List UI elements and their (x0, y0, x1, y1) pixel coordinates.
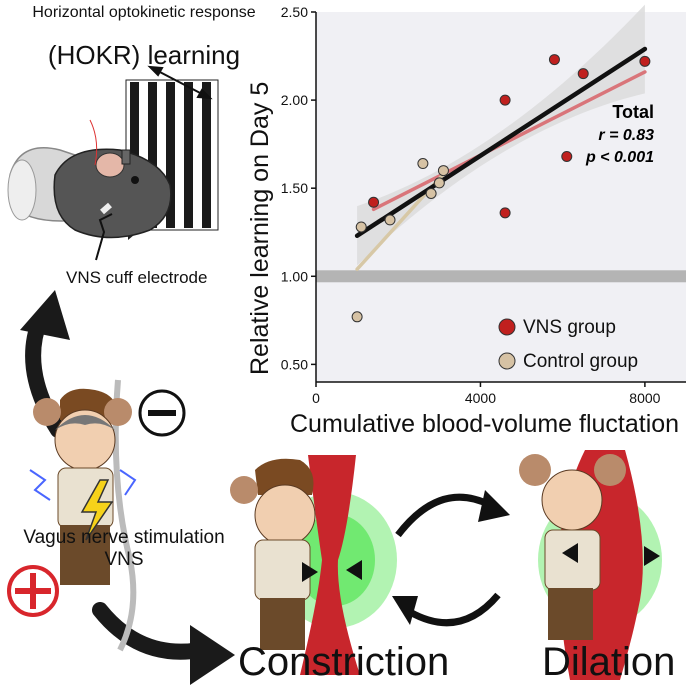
vns-data-point (561, 150, 573, 162)
vns-stimulation-label: Vagus nerve stimulation VNS (4, 527, 244, 571)
vns-data-point (577, 68, 589, 80)
cycle-arrows (395, 493, 501, 627)
vns-data-point (548, 54, 560, 66)
pointer-arrow (95, 213, 113, 261)
vns-electrode-marker (100, 202, 112, 215)
confidence-band (357, 4, 645, 266)
constriction-illustration (230, 455, 397, 675)
mouse-body (53, 148, 172, 239)
mouse-hokr-illustration (7, 65, 219, 261)
vns-stimulation-label-line2: VNS (104, 549, 144, 570)
lightning-bolt-icon (80, 479, 114, 541)
constriction-label: Constriction (238, 640, 450, 684)
legend-vns-label: VNS group (523, 317, 616, 338)
tick-labels: 0.50 1.00 1.50 2.00 2.50 0 4000 8000 (281, 4, 661, 406)
scatter-chart: 0.50 1.00 1.50 2.00 2.50 0 4000 8000 Total r = … (281, 4, 686, 406)
y-tick-label: 1.00 (281, 268, 308, 284)
x-tick-label: 0 (312, 390, 320, 406)
y-tick-label: 2.00 (281, 92, 308, 108)
control-data-point (417, 158, 429, 170)
control-data-point (433, 177, 445, 189)
control-data-point (351, 311, 363, 323)
grating-motion-arrow (147, 65, 213, 100)
constricting-vessel (300, 455, 360, 675)
legend-vns-marker (498, 318, 516, 336)
annotation-p: p < 0.001 (585, 149, 654, 166)
x-tick-label: 8000 (629, 390, 660, 406)
fit-line-vns (371, 70, 647, 212)
minus-sign-badge (138, 389, 186, 437)
dilation-illustration (519, 450, 662, 680)
annotation-r: r = 0.83 (598, 127, 654, 144)
vns-data-point (368, 196, 380, 208)
data-points (351, 54, 651, 323)
axes (315, 12, 686, 383)
stats-annotation: Total r = 0.83 p < 0.001 (585, 102, 654, 166)
nerve-climber-character (29, 379, 137, 652)
vns-data-point (499, 207, 511, 219)
control-data-point (425, 187, 437, 199)
y-tick-label: 0.50 (281, 356, 308, 372)
annotation-title: Total (612, 102, 654, 122)
flow-arrow-down (92, 602, 235, 685)
control-data-point (355, 221, 367, 233)
x-tick-label: 4000 (465, 390, 496, 406)
chart-legend: VNS group Control group (498, 317, 638, 372)
y-tick-label: 1.50 (281, 180, 308, 196)
plus-sign-badge (7, 565, 59, 617)
legend-control-label: Control group (523, 351, 638, 372)
baseline-band (316, 270, 686, 283)
dilation-label: Dilation (542, 640, 676, 684)
fit-line-total (354, 46, 648, 239)
control-data-point (384, 214, 396, 226)
y-tick-label: 2.50 (281, 4, 308, 20)
vns-cuff-label: VNS cuff electrode (66, 268, 208, 287)
vns-data-point (639, 55, 651, 67)
vns-data-point (499, 94, 511, 106)
y-axis-label: Relative learning on Day 5 (246, 81, 274, 375)
x-axis-label: Cumulative blood-volume fluctation (290, 410, 680, 438)
panel-title-line2: (HOKR) learning (47, 40, 241, 70)
vns-stimulation-label-line1: Vagus nerve stimulation (23, 527, 225, 548)
control-data-point (437, 165, 449, 177)
panel-title-line1: Horizontal optokinetic response (32, 4, 256, 21)
legend-control-marker (498, 352, 516, 370)
